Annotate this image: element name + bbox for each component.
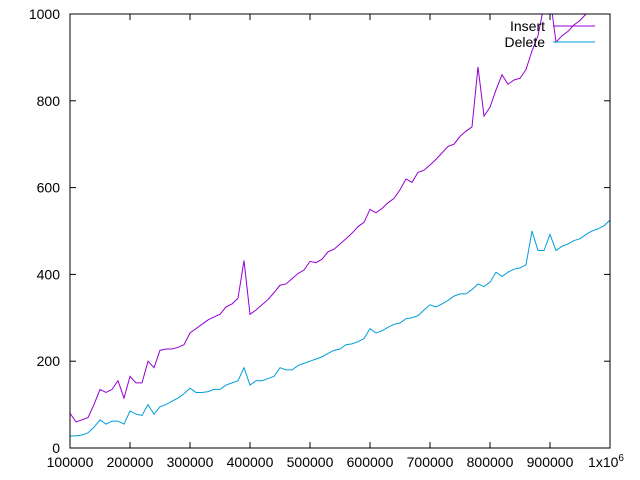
x-tick-label: 700000 — [407, 454, 454, 470]
legend-label-insert: Insert — [510, 18, 545, 34]
x-tick-label: 600000 — [347, 454, 394, 470]
legend-label-delete: Delete — [505, 34, 546, 50]
x-tick-label: 400000 — [227, 454, 274, 470]
x-tick-label: 800000 — [467, 454, 514, 470]
plot-frame — [69, 13, 611, 449]
x-tick-label: 300000 — [167, 454, 214, 470]
x-tick-label: 500000 — [287, 454, 334, 470]
x-tick-label: 100000 — [47, 454, 94, 470]
x-tick-label: 1x106 — [588, 453, 624, 470]
x-tick-label: 200000 — [107, 454, 154, 470]
x-tick-label: 900000 — [527, 454, 574, 470]
y-axis: 0 200 400 600 800 1000 — [29, 6, 610, 456]
y-tick-label: 600 — [37, 180, 61, 196]
x-tick-exponent: 6 — [618, 453, 624, 464]
y-tick-label: 400 — [37, 266, 61, 282]
y-tick-label: 800 — [37, 93, 61, 109]
series-layer — [70, 14, 610, 437]
y-tick-label: 1000 — [29, 6, 60, 22]
series-line-insert — [70, 14, 587, 423]
series-line-delete — [70, 219, 610, 437]
y-tick-label: 0 — [52, 440, 60, 456]
y-tick-label: 200 — [37, 353, 61, 369]
x-axis: 100000 200000 300000 400000 500000 600000 7000… — [47, 14, 624, 470]
